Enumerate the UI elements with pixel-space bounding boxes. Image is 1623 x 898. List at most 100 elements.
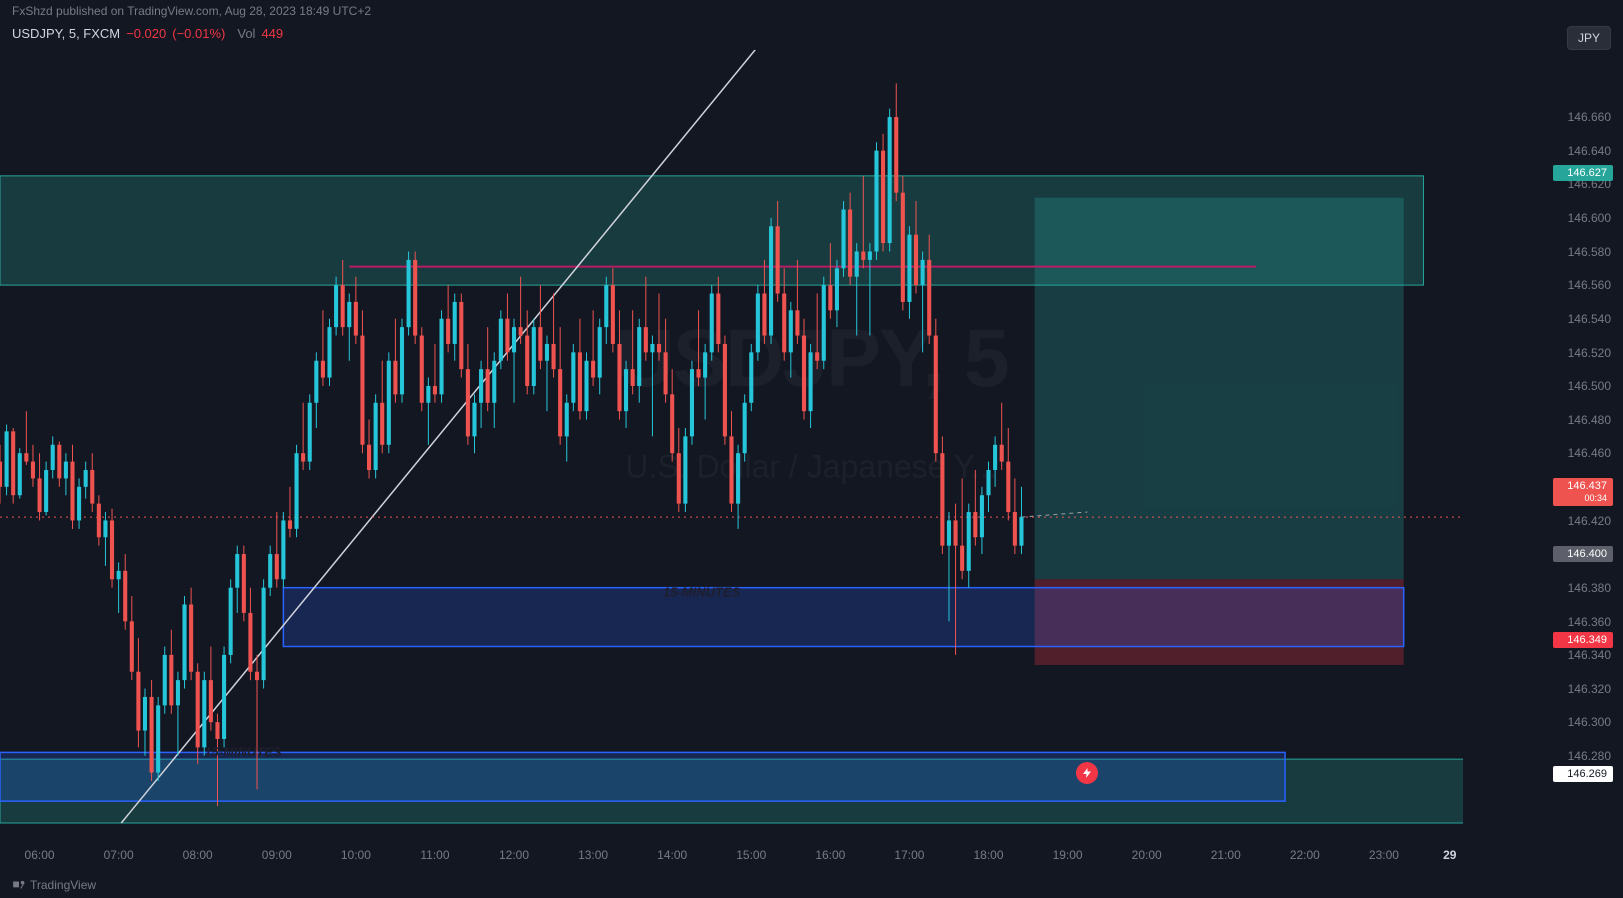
candle-body[interactable] — [37, 478, 41, 512]
candle-body[interactable] — [703, 352, 707, 377]
candle-body[interactable] — [433, 386, 437, 394]
candle-body[interactable] — [690, 369, 694, 436]
long-target-zone[interactable] — [1035, 198, 1404, 580]
candle-body[interactable] — [248, 613, 252, 672]
candle-body[interactable] — [670, 394, 674, 453]
candle-body[interactable] — [202, 680, 206, 747]
candle-body[interactable] — [894, 117, 898, 193]
candle-body[interactable] — [558, 369, 562, 436]
candle-body[interactable] — [538, 327, 542, 361]
candle-body[interactable] — [993, 445, 997, 470]
candle-body[interactable] — [301, 453, 305, 461]
candle-body[interactable] — [150, 697, 154, 773]
candle-body[interactable] — [327, 327, 331, 377]
candle-body[interactable] — [341, 285, 345, 327]
candle-body[interactable] — [288, 520, 292, 528]
candle-body[interactable] — [683, 436, 687, 503]
candle-body[interactable] — [189, 604, 193, 671]
candle-body[interactable] — [934, 336, 938, 454]
candle-body[interactable] — [749, 352, 753, 402]
candle-body[interactable] — [110, 520, 114, 579]
candle-body[interactable] — [64, 462, 68, 479]
candle-body[interactable] — [281, 520, 285, 579]
candle-body[interactable] — [716, 294, 720, 344]
candle-body[interactable] — [591, 361, 595, 378]
candle-body[interactable] — [472, 403, 476, 437]
candle-body[interactable] — [598, 327, 602, 377]
candle-body[interactable] — [347, 302, 351, 327]
candle-body[interactable] — [262, 588, 266, 680]
candle-body[interactable] — [70, 462, 74, 521]
candle-body[interactable] — [940, 453, 944, 545]
candle-body[interactable] — [453, 302, 457, 344]
candle-body[interactable] — [156, 705, 160, 772]
candle-body[interactable] — [51, 445, 55, 470]
candle-body[interactable] — [143, 697, 147, 731]
candle-body[interactable] — [5, 431, 9, 486]
candle-body[interactable] — [776, 226, 780, 293]
candle-body[interactable] — [367, 445, 371, 470]
candle-body[interactable] — [967, 512, 971, 571]
candle-body[interactable] — [736, 453, 740, 503]
candle-body[interactable] — [11, 431, 15, 495]
candle-body[interactable] — [18, 453, 22, 495]
candle-body[interactable] — [664, 352, 668, 394]
candle-body[interactable] — [479, 369, 483, 403]
candle-body[interactable] — [914, 235, 918, 285]
candle-body[interactable] — [31, 462, 35, 479]
candle-body[interactable] — [84, 470, 88, 487]
candle-body[interactable] — [446, 319, 450, 344]
candle-body[interactable] — [947, 520, 951, 545]
candle-body[interactable] — [1019, 517, 1023, 546]
candle-body[interactable] — [215, 722, 219, 739]
candle-body[interactable] — [492, 361, 496, 403]
candle-body[interactable] — [222, 655, 226, 739]
candle-body[interactable] — [868, 251, 872, 259]
candle-body[interactable] — [407, 260, 411, 327]
x-axis[interactable]: 06:0007:0008:0009:0010:0011:0012:0013:00… — [0, 848, 1463, 868]
candle-body[interactable] — [1000, 445, 1004, 462]
candle-body[interactable] — [954, 520, 958, 545]
candle-body[interactable] — [809, 352, 813, 411]
y-price-marker[interactable]: 146.627 — [1553, 165, 1613, 181]
currency-button[interactable]: JPY — [1567, 26, 1611, 50]
candle-body[interactable] — [117, 571, 121, 579]
candle-body[interactable] — [360, 336, 364, 445]
candle-body[interactable] — [861, 251, 865, 259]
y-price-marker[interactable]: 146.269 — [1553, 766, 1613, 782]
y-price-marker[interactable]: 146.400 — [1553, 546, 1613, 562]
candle-body[interactable] — [756, 294, 760, 353]
candle-body[interactable] — [380, 403, 384, 445]
candle-body[interactable] — [802, 336, 806, 412]
candle-body[interactable] — [743, 403, 747, 453]
candle-body[interactable] — [519, 327, 523, 335]
candle-body[interactable] — [604, 285, 608, 327]
candle-body[interactable] — [57, 445, 61, 479]
candle-body[interactable] — [532, 327, 536, 386]
candle-body[interactable] — [400, 327, 404, 394]
candle-body[interactable] — [255, 672, 259, 680]
candle-body[interactable] — [545, 344, 549, 361]
candle-body[interactable] — [466, 369, 470, 436]
y-axis[interactable]: 146.280146.300146.320146.340146.360146.3… — [1463, 50, 1623, 848]
candle-body[interactable] — [1006, 462, 1010, 512]
candle-body[interactable] — [710, 294, 714, 353]
candle-body[interactable] — [334, 285, 338, 327]
candle-body[interactable] — [123, 571, 127, 621]
candle-body[interactable] — [973, 512, 977, 537]
candle-body[interactable] — [822, 285, 826, 361]
candle-body[interactable] — [571, 352, 575, 402]
candle-body[interactable] — [130, 621, 134, 671]
candle-body[interactable] — [1013, 512, 1017, 546]
candle-body[interactable] — [578, 352, 582, 411]
candle-body[interactable] — [624, 369, 628, 411]
candle-body[interactable] — [374, 403, 378, 470]
candle-body[interactable] — [426, 386, 430, 403]
candle-body[interactable] — [611, 285, 615, 344]
ticker-symbol[interactable]: USDJPY, 5, FXCM — [12, 26, 120, 41]
candle-body[interactable] — [393, 361, 397, 395]
candle-body[interactable] — [927, 260, 931, 336]
candle-body[interactable] — [387, 361, 391, 445]
candle-body[interactable] — [505, 319, 509, 353]
candle-body[interactable] — [176, 680, 180, 705]
